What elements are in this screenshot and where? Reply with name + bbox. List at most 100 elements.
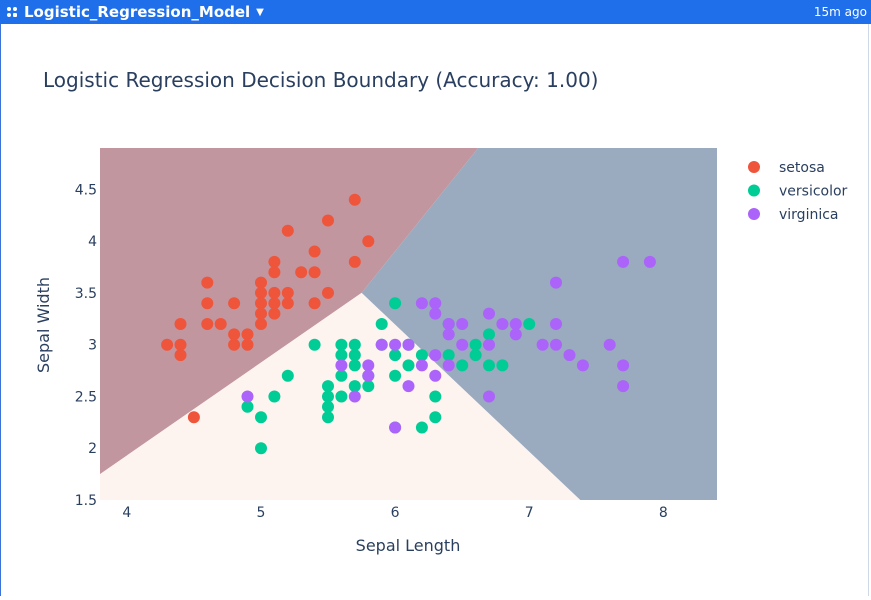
point-virginica[interactable]	[335, 359, 348, 372]
point-virginica[interactable]	[348, 390, 361, 403]
point-virginica[interactable]	[550, 318, 562, 330]
point-setosa[interactable]	[322, 286, 334, 299]
point-versicolor[interactable]	[322, 390, 334, 403]
point-versicolor[interactable]	[429, 390, 442, 403]
point-setosa[interactable]	[201, 318, 214, 330]
point-setosa[interactable]	[228, 328, 241, 341]
legend-marker-versicolor[interactable]	[748, 184, 760, 197]
legend-label-versicolor[interactable]: versicolor	[779, 184, 848, 200]
point-virginica[interactable]	[617, 380, 630, 393]
point-versicolor[interactable]	[308, 338, 321, 351]
point-setosa[interactable]	[255, 297, 267, 310]
point-setosa[interactable]	[161, 338, 174, 351]
point-virginica[interactable]	[483, 338, 495, 351]
point-virginica[interactable]	[389, 421, 402, 434]
point-versicolor[interactable]	[268, 390, 281, 403]
app-title[interactable]: Logistic_Regression_Model	[24, 3, 251, 21]
point-versicolor[interactable]	[429, 411, 442, 424]
point-versicolor[interactable]	[348, 359, 361, 372]
point-setosa[interactable]	[268, 266, 281, 279]
point-setosa[interactable]	[201, 276, 214, 289]
point-virginica[interactable]	[442, 359, 455, 372]
point-setosa[interactable]	[268, 307, 281, 320]
point-versicolor[interactable]	[375, 318, 388, 330]
point-virginica[interactable]	[402, 380, 415, 393]
legend-label-setosa[interactable]: setosa	[779, 160, 825, 176]
point-virginica[interactable]	[442, 318, 455, 330]
point-virginica[interactable]	[483, 390, 495, 403]
point-virginica[interactable]	[429, 369, 442, 382]
point-versicolor[interactable]	[281, 369, 294, 382]
point-virginica[interactable]	[241, 390, 254, 403]
point-setosa[interactable]	[241, 338, 254, 351]
point-versicolor[interactable]	[469, 349, 482, 362]
point-virginica[interactable]	[496, 318, 509, 330]
point-virginica[interactable]	[617, 255, 630, 268]
point-setosa[interactable]	[187, 411, 200, 424]
point-versicolor[interactable]	[442, 349, 455, 362]
point-virginica[interactable]	[617, 359, 630, 372]
point-versicolor[interactable]	[415, 421, 428, 434]
point-setosa[interactable]	[308, 266, 321, 279]
point-virginica[interactable]	[456, 318, 469, 330]
legend-marker-setosa[interactable]	[748, 161, 760, 173]
point-versicolor[interactable]	[322, 400, 334, 413]
point-setosa[interactable]	[201, 297, 214, 310]
point-versicolor[interactable]	[335, 338, 348, 351]
point-setosa[interactable]	[255, 276, 267, 289]
point-virginica[interactable]	[456, 338, 469, 351]
point-virginica[interactable]	[429, 297, 442, 310]
point-versicolor[interactable]	[496, 359, 509, 372]
point-versicolor[interactable]	[483, 359, 495, 372]
point-virginica[interactable]	[389, 338, 402, 351]
point-setosa[interactable]	[268, 286, 281, 299]
point-virginica[interactable]	[362, 369, 375, 382]
point-virginica[interactable]	[643, 255, 656, 268]
caret-down-icon[interactable]: ▼	[256, 6, 264, 18]
point-setosa[interactable]	[362, 235, 375, 248]
legend-marker-virginica[interactable]	[748, 208, 760, 220]
point-versicolor[interactable]	[348, 380, 361, 393]
point-setosa[interactable]	[241, 328, 254, 341]
point-setosa[interactable]	[214, 318, 227, 330]
point-virginica[interactable]	[429, 349, 442, 362]
point-virginica[interactable]	[563, 349, 576, 362]
point-setosa[interactable]	[268, 297, 281, 310]
point-setosa[interactable]	[322, 214, 334, 227]
point-virginica[interactable]	[550, 276, 562, 289]
point-virginica[interactable]	[362, 359, 375, 372]
point-setosa[interactable]	[255, 286, 267, 299]
point-setosa[interactable]	[228, 338, 241, 351]
point-versicolor[interactable]	[415, 349, 428, 362]
point-versicolor[interactable]	[389, 349, 402, 362]
point-virginica[interactable]	[402, 338, 415, 351]
point-versicolor[interactable]	[456, 359, 469, 372]
point-virginica[interactable]	[550, 338, 562, 351]
point-versicolor[interactable]	[335, 349, 348, 362]
point-versicolor[interactable]	[402, 359, 415, 372]
point-versicolor[interactable]	[335, 390, 348, 403]
point-setosa[interactable]	[295, 266, 308, 279]
point-virginica[interactable]	[429, 307, 442, 320]
point-virginica[interactable]	[442, 328, 455, 341]
point-versicolor[interactable]	[362, 380, 375, 393]
point-virginica[interactable]	[415, 297, 428, 310]
point-setosa[interactable]	[268, 255, 281, 268]
point-versicolor[interactable]	[255, 442, 267, 455]
point-versicolor[interactable]	[348, 338, 361, 351]
point-setosa[interactable]	[228, 297, 241, 310]
point-versicolor[interactable]	[469, 338, 482, 351]
point-virginica[interactable]	[509, 318, 522, 330]
point-setosa[interactable]	[308, 297, 321, 310]
point-versicolor[interactable]	[523, 318, 536, 330]
point-setosa[interactable]	[308, 245, 321, 258]
point-virginica[interactable]	[483, 307, 495, 320]
point-virginica[interactable]	[536, 338, 549, 351]
point-setosa[interactable]	[281, 286, 294, 299]
legend[interactable]: setosa versicolor virginica	[748, 160, 848, 223]
point-versicolor[interactable]	[322, 380, 334, 393]
point-versicolor[interactable]	[348, 349, 361, 362]
point-versicolor[interactable]	[335, 369, 348, 382]
point-virginica[interactable]	[415, 359, 428, 372]
point-setosa[interactable]	[174, 349, 187, 362]
